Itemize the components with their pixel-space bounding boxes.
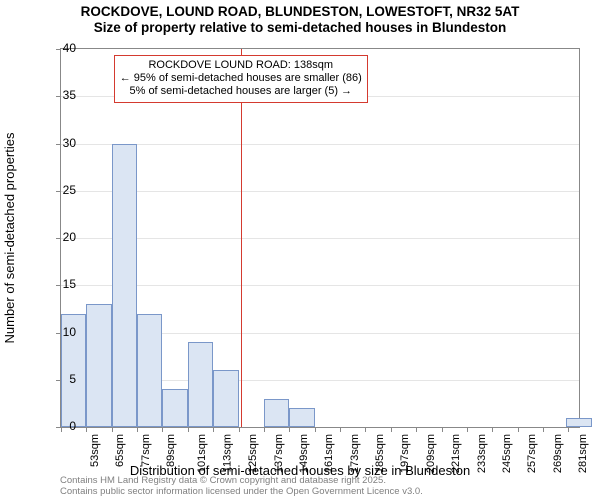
xtick-mark — [416, 427, 417, 432]
reference-line — [241, 49, 242, 427]
bar — [566, 418, 591, 427]
xtick-mark — [162, 427, 163, 432]
ytick-label: 35 — [46, 88, 76, 102]
ytick-label: 10 — [46, 325, 76, 339]
xtick-label: 245sqm — [501, 434, 513, 473]
xtick-label: 89sqm — [165, 434, 177, 467]
bar — [112, 144, 137, 428]
xtick-mark — [340, 427, 341, 432]
xtick-mark — [365, 427, 366, 432]
xtick-label: 281sqm — [577, 434, 589, 473]
xtick-label: 173sqm — [349, 434, 361, 473]
xtick-label: 185sqm — [374, 434, 386, 473]
xtick-label: 65sqm — [114, 434, 126, 467]
xtick-mark — [315, 427, 316, 432]
xtick-label: 137sqm — [273, 434, 285, 473]
xtick-mark — [442, 427, 443, 432]
xtick-mark — [264, 427, 265, 432]
chart-title: ROCKDOVE, LOUND ROAD, BLUNDESTON, LOWEST… — [0, 4, 600, 36]
xtick-mark — [137, 427, 138, 432]
xtick-label: 53sqm — [89, 434, 101, 467]
xtick-mark — [543, 427, 544, 432]
xtick-mark — [213, 427, 214, 432]
ytick-label: 0 — [46, 419, 76, 433]
footer-attribution: Contains HM Land Registry data © Crown c… — [60, 476, 423, 498]
gridline — [61, 144, 579, 145]
xtick-label: 209sqm — [425, 434, 437, 473]
bar — [137, 314, 162, 427]
plot-area: ROCKDOVE LOUND ROAD: 138sqm ← 95% of sem… — [60, 48, 580, 428]
xtick-mark — [518, 427, 519, 432]
ytick-label: 25 — [46, 183, 76, 197]
xtick-label: 77sqm — [140, 434, 152, 467]
xtick-label: 161sqm — [323, 434, 335, 473]
xtick-mark — [492, 427, 493, 432]
ytick-label: 15 — [46, 277, 76, 291]
xtick-mark — [188, 427, 189, 432]
xtick-mark — [467, 427, 468, 432]
annotation-line-1: ROCKDOVE LOUND ROAD: 138sqm — [120, 59, 362, 72]
xtick-label: 233sqm — [476, 434, 488, 473]
bar — [188, 342, 213, 427]
ytick-label: 40 — [46, 41, 76, 55]
xtick-mark — [112, 427, 113, 432]
xtick-mark — [289, 427, 290, 432]
xtick-mark — [568, 427, 569, 432]
xtick-mark — [391, 427, 392, 432]
ytick-label: 30 — [46, 136, 76, 150]
y-axis-label: Number of semi-detached properties — [2, 133, 17, 344]
bar — [289, 408, 314, 427]
chart-container: ROCKDOVE, LOUND ROAD, BLUNDESTON, LOWEST… — [0, 0, 600, 500]
bar — [162, 389, 187, 427]
xtick-label: 221sqm — [450, 434, 462, 473]
gridline — [61, 238, 579, 239]
xtick-label: 269sqm — [552, 434, 564, 473]
bar — [86, 304, 111, 427]
annotation-line-2: ← 95% of semi-detached houses are smalle… — [120, 72, 362, 85]
gridline — [61, 285, 579, 286]
xtick-label: 125sqm — [247, 434, 259, 473]
bar — [213, 370, 238, 427]
annotation-box: ROCKDOVE LOUND ROAD: 138sqm ← 95% of sem… — [114, 55, 368, 103]
footer-line-2: Contains public sector information licen… — [60, 487, 423, 498]
xtick-label: 149sqm — [298, 434, 310, 473]
xtick-label: 101sqm — [197, 434, 209, 473]
xtick-label: 113sqm — [221, 434, 233, 472]
gridline — [61, 191, 579, 192]
ytick-label: 20 — [46, 230, 76, 244]
title-line-1: ROCKDOVE, LOUND ROAD, BLUNDESTON, LOWEST… — [0, 4, 600, 20]
xtick-mark — [86, 427, 87, 432]
annotation-line-3: 5% of semi-detached houses are larger (5… — [120, 85, 362, 98]
bar — [264, 399, 289, 427]
xtick-label: 197sqm — [400, 434, 412, 473]
ytick-label: 5 — [46, 372, 76, 386]
title-line-2: Size of property relative to semi-detach… — [0, 20, 600, 36]
xtick-label: 257sqm — [526, 434, 538, 473]
xtick-mark — [239, 427, 240, 432]
